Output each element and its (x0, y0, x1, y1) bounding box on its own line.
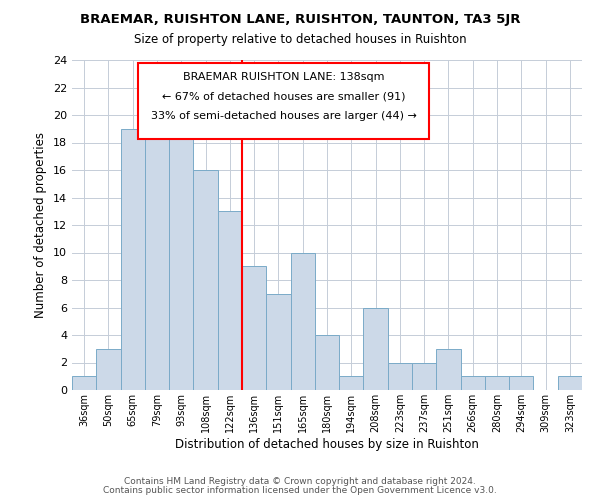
Bar (315, 335, 339, 390)
Text: BRAEMAR, RUISHTON LANE, RUISHTON, TAUNTON, TA3 5JR: BRAEMAR, RUISHTON LANE, RUISHTON, TAUNTO… (80, 12, 520, 26)
Text: Contains HM Land Registry data © Crown copyright and database right 2024.: Contains HM Land Registry data © Crown c… (124, 477, 476, 486)
FancyBboxPatch shape (139, 64, 429, 139)
Bar (96, 349, 121, 390)
Bar (339, 376, 364, 390)
Bar (121, 128, 145, 390)
Bar (509, 376, 533, 390)
Text: ← 67% of detached houses are smaller (91): ← 67% of detached houses are smaller (91… (162, 92, 406, 102)
Bar (169, 128, 193, 390)
Bar (364, 308, 388, 390)
Bar (290, 252, 315, 390)
Bar (193, 170, 218, 390)
Bar (72, 376, 96, 390)
Bar (388, 362, 412, 390)
Bar (558, 376, 582, 390)
Text: BRAEMAR RUISHTON LANE: 138sqm: BRAEMAR RUISHTON LANE: 138sqm (183, 72, 385, 82)
Bar (266, 294, 290, 390)
Bar (145, 128, 169, 390)
Bar (242, 266, 266, 390)
Y-axis label: Number of detached properties: Number of detached properties (34, 132, 47, 318)
X-axis label: Distribution of detached houses by size in Ruishton: Distribution of detached houses by size … (175, 438, 479, 450)
Bar (412, 362, 436, 390)
Bar (218, 211, 242, 390)
Text: 33% of semi-detached houses are larger (44) →: 33% of semi-detached houses are larger (… (151, 111, 416, 121)
Bar (485, 376, 509, 390)
Bar (461, 376, 485, 390)
Text: Contains public sector information licensed under the Open Government Licence v3: Contains public sector information licen… (103, 486, 497, 495)
Text: Size of property relative to detached houses in Ruishton: Size of property relative to detached ho… (134, 32, 466, 46)
Bar (436, 349, 461, 390)
